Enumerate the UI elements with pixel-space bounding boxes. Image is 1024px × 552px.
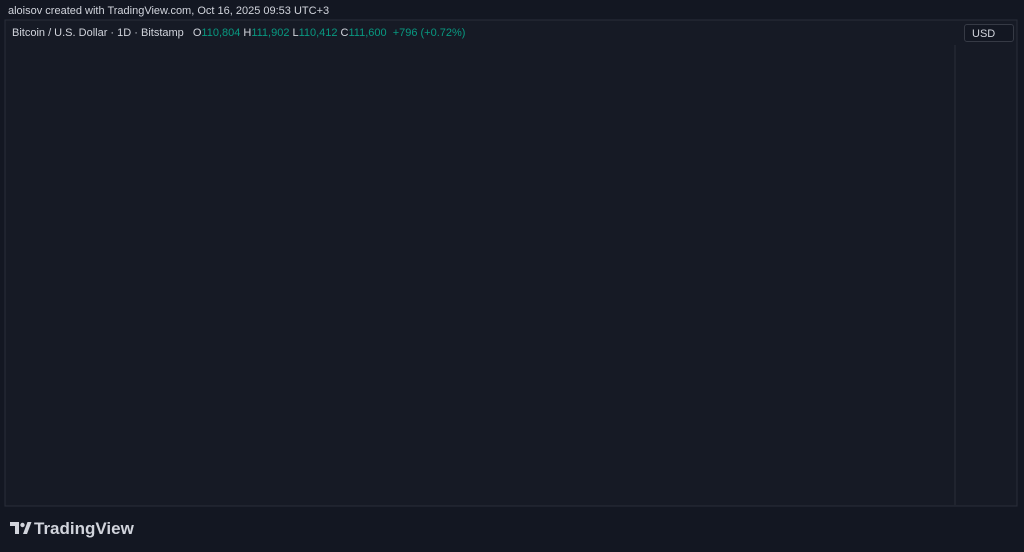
ohlc-value: 111,902 — [251, 27, 290, 39]
ohlc-value: 110,412 — [298, 27, 338, 39]
change: +796 (+0.72%) — [392, 27, 466, 39]
watermark: aloisov created with TradingView.com, Oc… — [8, 5, 330, 17]
symbol-title: Bitcoin / U.S. Dollar · 1D · Bitstamp — [12, 27, 184, 39]
ohlc-value: 110,804 — [201, 27, 241, 39]
ohlc-value: 111,600 — [348, 27, 387, 39]
logo-icon — [10, 522, 32, 534]
ohlc-key: L — [292, 27, 299, 39]
ohlc-key: H — [243, 27, 252, 39]
logo: TradingView — [34, 519, 134, 538]
chart-panel — [4, 19, 1018, 507]
ohlc: O110,804 H111,902 L110,412 C111,600 — [193, 27, 390, 39]
symbol-header: Bitcoin / U.S. Dollar · 1D · Bitstamp O1… — [12, 27, 468, 39]
ohlc-key: O — [192, 27, 202, 39]
ohlc-key: C — [340, 27, 349, 39]
currency-button[interactable]: USD — [964, 24, 1014, 42]
